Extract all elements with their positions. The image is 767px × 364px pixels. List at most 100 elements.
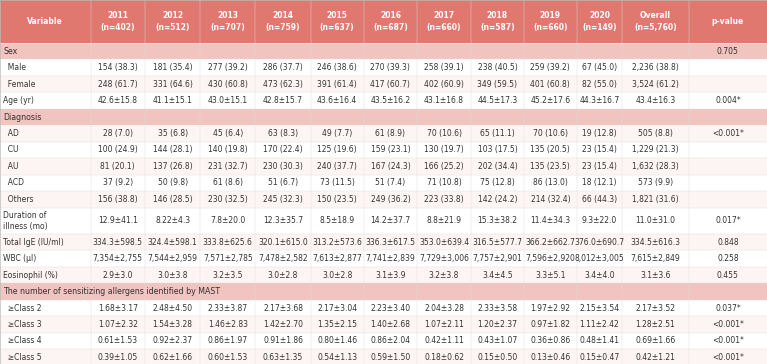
Text: 7,741±2,839: 7,741±2,839 [366,254,415,263]
Text: Overall
(n=5,760): Overall (n=5,760) [634,11,676,32]
Text: 320.1±615.0: 320.1±615.0 [258,238,308,247]
Text: 430 (60.8): 430 (60.8) [208,80,248,88]
Text: 66 (44.3): 66 (44.3) [582,195,617,204]
FancyBboxPatch shape [0,0,767,43]
Text: 51 (7.4): 51 (7.4) [375,178,406,187]
Text: 44.3±16.7: 44.3±16.7 [579,96,620,105]
Text: 3.1±3.9: 3.1±3.9 [375,270,406,280]
Text: 2012
(n=512): 2012 (n=512) [156,11,189,32]
FancyBboxPatch shape [0,142,767,158]
Text: 391 (61.4): 391 (61.4) [318,80,357,88]
Text: ≥Class 2: ≥Class 2 [3,304,41,313]
Text: 1.20±2.37: 1.20±2.37 [477,320,518,329]
Text: 70 (10.6): 70 (10.6) [533,129,568,138]
Text: 0.91±1.86: 0.91±1.86 [263,336,303,345]
Text: 41.1±15.1: 41.1±15.1 [153,96,193,105]
Text: 3.0±3.8: 3.0±3.8 [157,270,188,280]
Text: 45 (6.4): 45 (6.4) [212,129,243,138]
Text: 316.5±577.7: 316.5±577.7 [472,238,522,247]
Text: 0.42±1.21: 0.42±1.21 [636,353,675,362]
Text: 366.2±662.7: 366.2±662.7 [525,238,575,247]
Text: 248 (61.7): 248 (61.7) [98,80,137,88]
Text: <0.001*: <0.001* [712,129,744,138]
Text: 230 (30.3): 230 (30.3) [263,162,303,171]
Text: 81 (20.1): 81 (20.1) [100,162,135,171]
Text: 3.4±4.0: 3.4±4.0 [584,270,614,280]
Text: 231 (32.7): 231 (32.7) [208,162,248,171]
Text: 2011
(n=402): 2011 (n=402) [100,11,135,32]
Text: 50 (9.8): 50 (9.8) [157,178,188,187]
Text: 0.004*: 0.004* [715,96,741,105]
Text: 3.0±2.8: 3.0±2.8 [322,270,352,280]
FancyBboxPatch shape [0,333,767,349]
Text: 2.33±3.87: 2.33±3.87 [208,304,248,313]
Text: 150 (23.5): 150 (23.5) [318,195,357,204]
Text: 0.61±1.53: 0.61±1.53 [97,336,138,345]
Text: 156 (38.8): 156 (38.8) [98,195,137,204]
Text: 51 (6.7): 51 (6.7) [268,178,298,187]
FancyBboxPatch shape [0,316,767,333]
Text: 154 (38.3): 154 (38.3) [98,63,137,72]
Text: 7,544±2,959: 7,544±2,959 [147,254,198,263]
Text: 12.9±41.1: 12.9±41.1 [98,216,137,225]
Text: 7,596±2,920: 7,596±2,920 [525,254,575,263]
Text: AD: AD [3,129,19,138]
Text: 246 (38.6): 246 (38.6) [318,63,357,72]
Text: 0.60±1.53: 0.60±1.53 [208,353,248,362]
Text: 8.5±18.9: 8.5±18.9 [320,216,354,225]
Text: 376.0±690.7: 376.0±690.7 [574,238,624,247]
Text: 137 (26.8): 137 (26.8) [153,162,193,171]
Text: 2.04±3.28: 2.04±3.28 [424,304,464,313]
Text: Duration of
illness (mo): Duration of illness (mo) [3,211,48,231]
Text: 15.3±38.2: 15.3±38.2 [477,216,518,225]
Text: 181 (35.4): 181 (35.4) [153,63,193,72]
Text: Male: Male [3,63,26,72]
Text: ≥Class 3: ≥Class 3 [3,320,41,329]
Text: 23 (15.4): 23 (15.4) [582,162,617,171]
Text: 1,229 (21.3): 1,229 (21.3) [632,146,679,154]
Text: 42.8±15.7: 42.8±15.7 [263,96,303,105]
Text: 7,729±3,006: 7,729±3,006 [419,254,469,263]
Text: 3.0±2.8: 3.0±2.8 [268,270,298,280]
Text: 75 (12.8): 75 (12.8) [480,178,515,187]
Text: 130 (19.7): 130 (19.7) [424,146,464,154]
Text: WBC (μl): WBC (μl) [3,254,36,263]
Text: 43.0±15.1: 43.0±15.1 [208,96,248,105]
Text: 0.86±2.04: 0.86±2.04 [370,336,410,345]
Text: 18 (12.1): 18 (12.1) [582,178,617,187]
Text: 270 (39.3): 270 (39.3) [370,63,410,72]
Text: 2.17±3.04: 2.17±3.04 [317,304,357,313]
FancyBboxPatch shape [0,109,767,125]
Text: ≥Class 4: ≥Class 4 [3,336,41,345]
Text: 0.92±2.37: 0.92±2.37 [153,336,193,345]
FancyBboxPatch shape [0,92,767,109]
Text: <0.001*: <0.001* [712,336,744,345]
Text: 353.0±639.4: 353.0±639.4 [419,238,469,247]
Text: ACD: ACD [3,178,24,187]
Text: 135 (20.5): 135 (20.5) [531,146,570,154]
Text: 573 (9.9): 573 (9.9) [638,178,673,187]
Text: 0.62±1.66: 0.62±1.66 [153,353,193,362]
FancyBboxPatch shape [0,59,767,76]
FancyBboxPatch shape [0,300,767,316]
Text: 258 (39.1): 258 (39.1) [424,63,464,72]
Text: Age (yr): Age (yr) [3,96,34,105]
Text: 7,571±2,785: 7,571±2,785 [203,254,252,263]
Text: 313.2±573.6: 313.2±573.6 [312,238,362,247]
FancyBboxPatch shape [0,175,767,191]
Text: 7,354±2,755: 7,354±2,755 [93,254,143,263]
Text: Total IgE (IU/ml): Total IgE (IU/ml) [3,238,64,247]
Text: 1.07±2.32: 1.07±2.32 [97,320,138,329]
Text: 240 (37.7): 240 (37.7) [318,162,357,171]
Text: 1,632 (28.3): 1,632 (28.3) [632,162,679,171]
Text: 0.69±1.66: 0.69±1.66 [635,336,676,345]
Text: 0.86±1.97: 0.86±1.97 [208,336,248,345]
Text: 1.46±2.83: 1.46±2.83 [208,320,248,329]
Text: 35 (6.8): 35 (6.8) [157,129,188,138]
FancyBboxPatch shape [0,43,767,59]
Text: 8,012±3,005: 8,012±3,005 [574,254,624,263]
Text: 3,524 (61.2): 3,524 (61.2) [632,80,679,88]
Text: Sex: Sex [3,47,18,56]
Text: 2.17±3.68: 2.17±3.68 [263,304,303,313]
Text: 43.1±16.8: 43.1±16.8 [424,96,464,105]
